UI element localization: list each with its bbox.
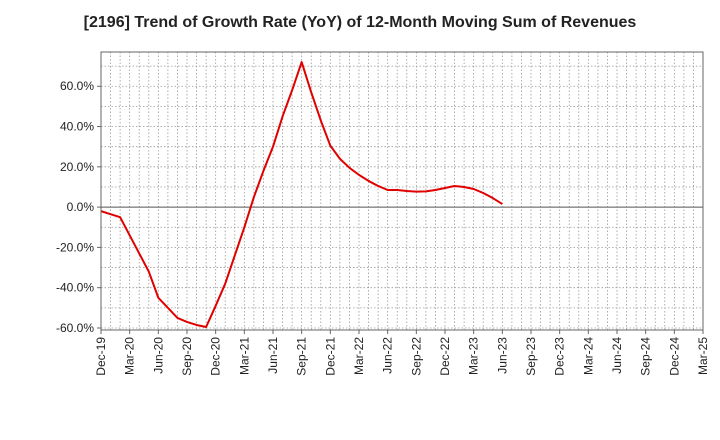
- x-axis-tick-labels: Dec-19 Mar-20 Jun-20 Sep-20 Dec-20 Mar-21 Jun-…: [94, 330, 710, 376]
- plot-border: [100, 51, 704, 331]
- x-tick-label: Mar-20: [123, 337, 137, 375]
- x-tick-label: Dec-21: [323, 337, 337, 376]
- y-tick-label: 0.0%: [67, 200, 95, 214]
- x-tick-label: Mar-23: [467, 337, 481, 375]
- y-tick-label: -40.0%: [56, 281, 94, 295]
- x-tick-label: Sep-23: [524, 337, 538, 376]
- y-axis-tick-labels: -60.0% -40.0% -20.0% 0.0% 20.0% 40.0% 60.0%: [56, 79, 101, 335]
- x-tick-label: Dec-24: [667, 337, 681, 376]
- x-tick-label: Dec-19: [94, 337, 108, 376]
- x-tick-label: Mar-21: [237, 337, 251, 375]
- x-tick-label: Mar-22: [352, 337, 366, 375]
- x-tick-label: Jun-20: [151, 337, 165, 374]
- x-tick-label: Dec-22: [438, 337, 452, 376]
- x-tick-label: Mar-25: [696, 337, 710, 375]
- x-tick-label: Sep-24: [639, 337, 653, 376]
- x-tick-label: Jun-21: [266, 337, 280, 374]
- x-tick-label: Sep-20: [180, 337, 194, 376]
- grid-lines: [101, 52, 703, 330]
- x-tick-label: Sep-21: [295, 337, 309, 376]
- y-tick-label: 40.0%: [60, 120, 94, 134]
- chart-title: [2196] Trend of Growth Rate (YoY) of 12-…: [83, 14, 637, 31]
- y-tick-label: -20.0%: [56, 240, 94, 254]
- x-tick-label: Jun-24: [610, 337, 624, 374]
- y-tick-label: 60.0%: [60, 79, 94, 93]
- series-line-0: [100, 61, 503, 328]
- x-tick-label: Mar-24: [581, 337, 595, 375]
- y-tick-label: -60.0%: [56, 321, 94, 335]
- y-tick-label: 20.0%: [60, 160, 94, 174]
- x-tick-label: Jun-23: [495, 337, 509, 374]
- x-tick-label: Sep-22: [409, 337, 423, 376]
- x-tick-label: Jun-22: [381, 337, 395, 374]
- x-tick-label: Dec-20: [209, 337, 223, 376]
- series-layer: [100, 61, 503, 328]
- x-tick-label: Dec-23: [553, 337, 567, 376]
